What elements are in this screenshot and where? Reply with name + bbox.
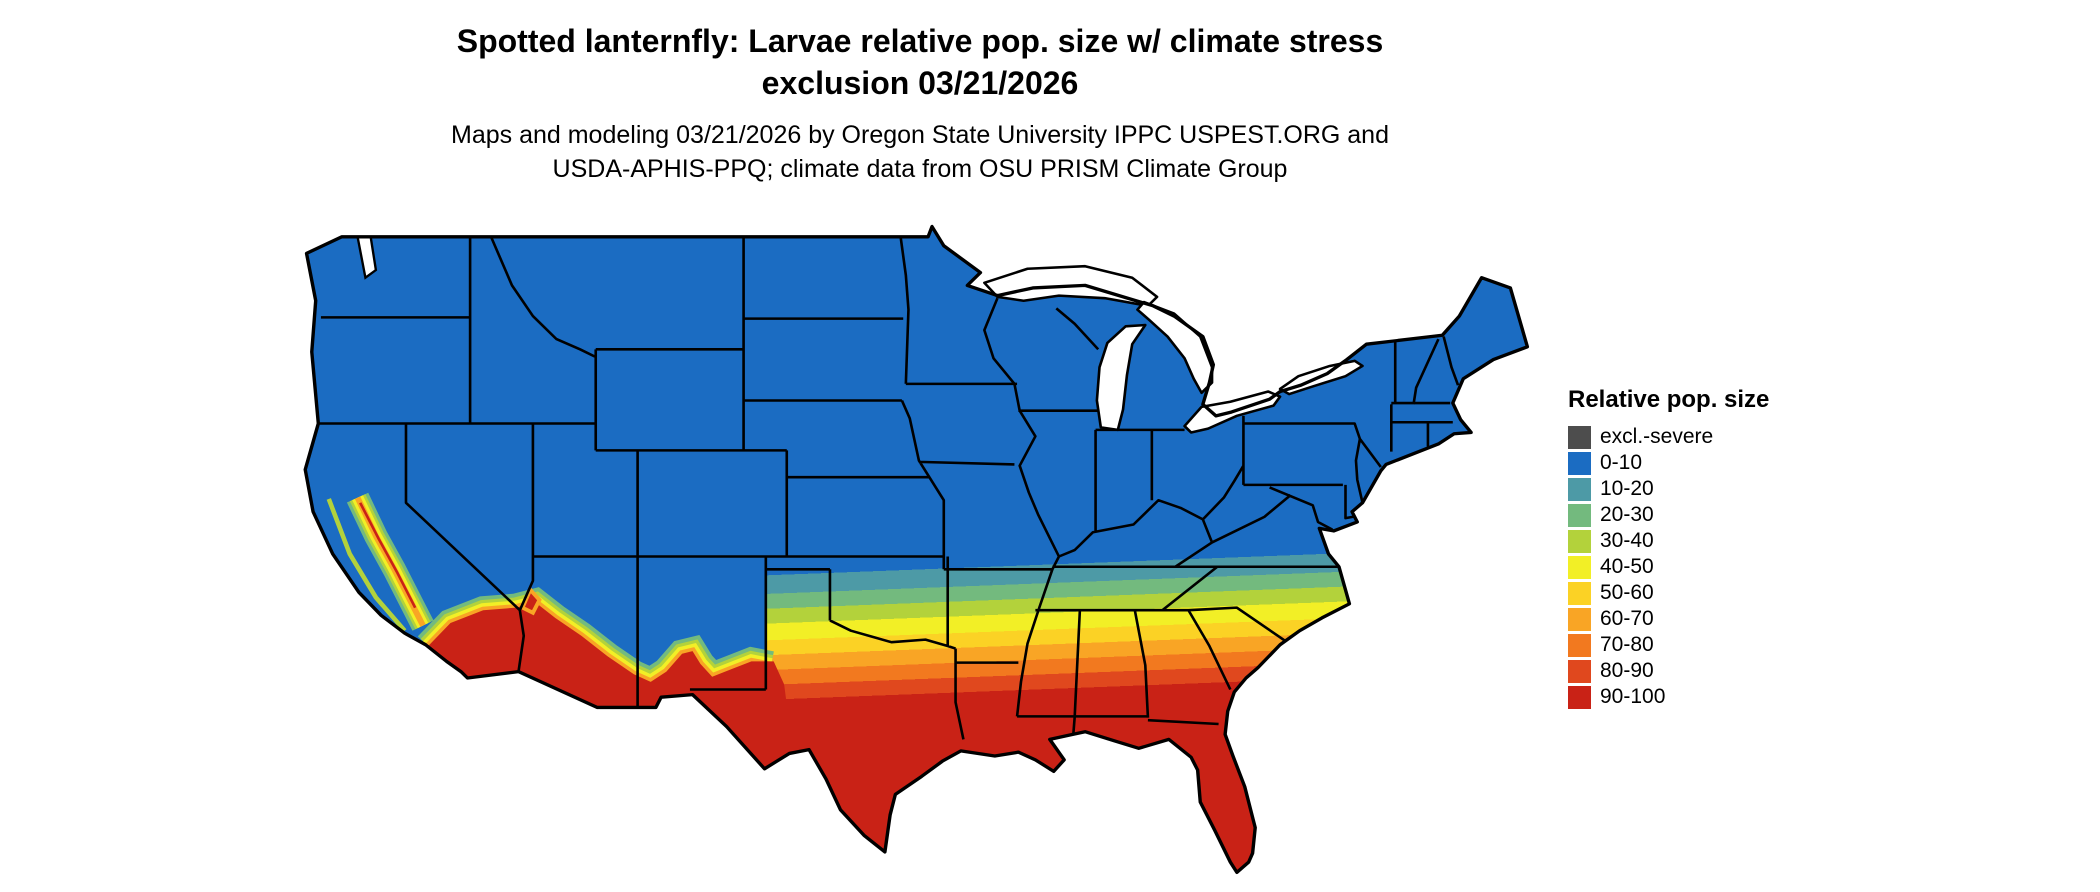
legend-label: 10-20 <box>1600 477 1654 500</box>
map-subtitle-line1: Maps and modeling 03/21/2026 by Oregon S… <box>451 121 1389 149</box>
lake-michigan <box>1095 323 1147 432</box>
legend-swatch <box>1568 633 1591 657</box>
legend-swatch <box>1568 451 1591 475</box>
legend-label: 70-80 <box>1600 633 1654 656</box>
legend-label: 40-50 <box>1600 555 1654 578</box>
central-valley-core-red <box>359 502 417 609</box>
map-subtitle-line2: USDA-APHIS-PPQ; climate data from OSU PR… <box>552 155 1288 183</box>
legend-label: excl.-severe <box>1600 425 1714 448</box>
legend-item: 40-50 <box>1568 554 1868 580</box>
legend-label: 50-60 <box>1600 581 1654 604</box>
legend: Relative pop. size excl.-severe 0-10 10-20… <box>1568 386 1868 710</box>
legend-swatch <box>1568 477 1591 501</box>
legend-label: 20-30 <box>1600 503 1654 526</box>
legend-title: Relative pop. size <box>1568 386 1770 413</box>
legend-swatch <box>1568 659 1591 683</box>
legend-swatch <box>1568 555 1591 579</box>
legend-item: 10-20 <box>1568 476 1868 502</box>
title-block: Spotted lanternfly: Larvae relative pop.… <box>0 20 1840 186</box>
map-title-line2: exclusion 03/21/2026 <box>761 65 1079 101</box>
southwest-red-core <box>428 602 791 769</box>
legend-swatch <box>1568 581 1591 605</box>
legend-item: excl.-severe <box>1568 424 1868 450</box>
map-svg <box>303 224 1530 875</box>
legend-item: 70-80 <box>1568 632 1868 658</box>
legend-swatch <box>1568 607 1591 631</box>
legend-items: excl.-severe 0-10 10-20 20-30 30-40 40-50 50-6… <box>1568 424 1868 710</box>
legend-item: 90-100 <box>1568 684 1868 710</box>
state-borders <box>317 236 1460 740</box>
legend-label: 60-70 <box>1600 607 1654 630</box>
us-choropleth-map <box>300 224 1530 889</box>
legend-swatch <box>1568 529 1591 553</box>
legend-swatch <box>1568 425 1591 449</box>
legend-item: 20-30 <box>1568 502 1868 528</box>
map-title-line1: Spotted lanternfly: Larvae relative pop.… <box>456 23 1384 59</box>
legend-item: 80-90 <box>1568 658 1868 684</box>
legend-item: 50-60 <box>1568 580 1868 606</box>
legend-item: 0-10 <box>1568 450 1868 476</box>
legend-item: 60-70 <box>1568 606 1868 632</box>
legend-item: 30-40 <box>1568 528 1868 554</box>
southern-gradient-field <box>765 530 1358 873</box>
legend-label: 0-10 <box>1600 451 1643 474</box>
legend-swatch <box>1568 685 1591 709</box>
legend-label: 90-100 <box>1600 685 1666 708</box>
legend-swatch <box>1568 503 1591 527</box>
subtitle-block: Maps and modeling 03/21/2026 by Oregon S… <box>0 118 1840 186</box>
california-coast-band <box>326 498 407 633</box>
legend-label: 30-40 <box>1600 529 1654 552</box>
legend-label: 80-90 <box>1600 659 1654 682</box>
